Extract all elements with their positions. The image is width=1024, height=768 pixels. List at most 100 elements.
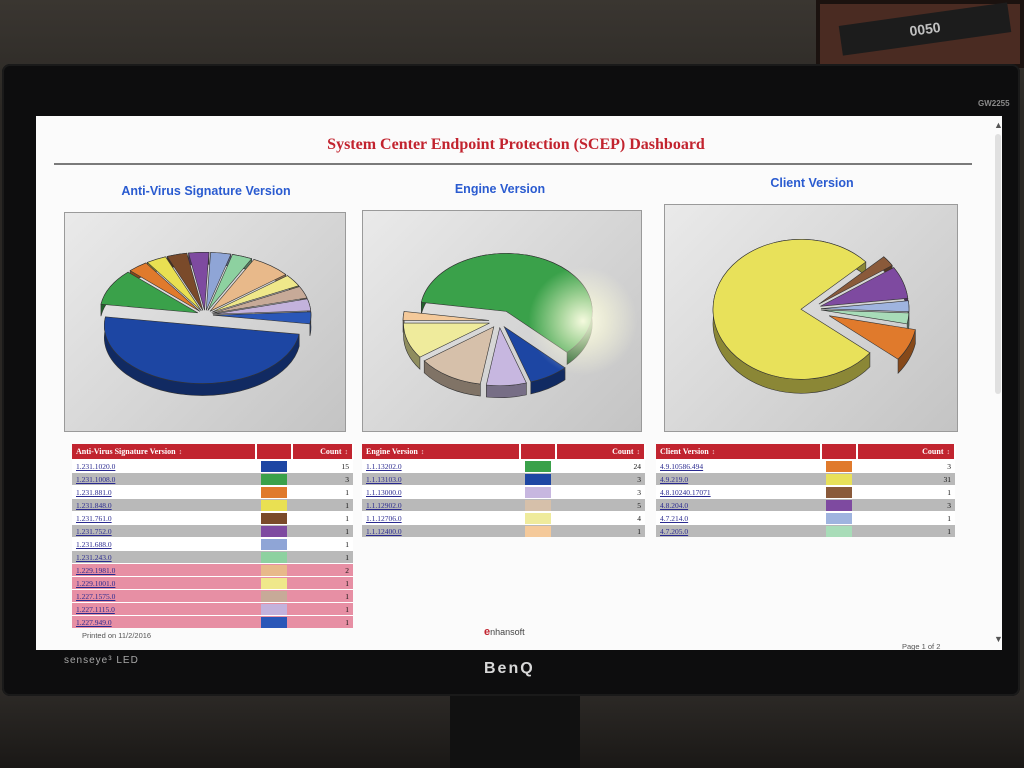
table-engine-version: Engine Version ↕ Count ↕ 1.1.13202.0 24 1.1.… bbox=[362, 444, 646, 537]
version-link[interactable]: 1.1.12706.0 bbox=[362, 511, 521, 525]
scroll-thumb[interactable] bbox=[995, 134, 1001, 394]
swatch-fill bbox=[261, 616, 288, 628]
pie-slice[interactable] bbox=[129, 262, 201, 312]
pie-slice[interactable] bbox=[209, 259, 287, 312]
th-version[interactable]: Engine Version ↕ bbox=[362, 444, 522, 460]
version-link[interactable]: 1.1.13202.0 bbox=[362, 459, 521, 473]
swatch-fill bbox=[261, 473, 288, 485]
table-client-version: Client Version ↕ Count ↕ 4.9.10586.494 3 4.9… bbox=[656, 444, 956, 537]
vertical-scrollbar[interactable]: ▲ ▼ bbox=[994, 120, 1002, 648]
version-link[interactable]: 4.7.205.0 bbox=[656, 524, 822, 537]
chart-title-client: Client Version bbox=[770, 176, 854, 190]
th-version[interactable]: Anti-Virus Signature Version ↕ bbox=[72, 444, 258, 460]
version-link[interactable]: 1.231.1008.0 bbox=[72, 472, 257, 486]
swatch-fill bbox=[826, 460, 853, 472]
pie-slice[interactable] bbox=[212, 298, 312, 315]
sort-icon[interactable]: ↕ bbox=[344, 448, 349, 456]
version-link[interactable]: 1.227.1115.0 bbox=[72, 602, 257, 616]
pie-chart-engine bbox=[402, 253, 593, 399]
printed-date: Printed on 11/2/2016 bbox=[82, 631, 152, 640]
table-row: 1.231.848.0 1 bbox=[72, 498, 353, 512]
pie-slice[interactable] bbox=[402, 311, 490, 321]
version-link[interactable]: 1.1.12400.0 bbox=[362, 524, 521, 537]
swatch-fill bbox=[525, 512, 552, 524]
swatch-fill bbox=[261, 551, 288, 563]
table-row: 4.9.10586.494 3 bbox=[656, 459, 955, 473]
th-version[interactable]: Client Version ↕ bbox=[656, 444, 823, 460]
version-link[interactable]: 1.231.848.0 bbox=[72, 498, 257, 512]
pie-slice[interactable] bbox=[403, 322, 490, 358]
pie-slice[interactable] bbox=[212, 311, 312, 325]
pie-slice[interactable] bbox=[188, 251, 210, 311]
pie-slice[interactable] bbox=[712, 239, 871, 380]
count-cell: 3 bbox=[292, 472, 353, 486]
color-swatch bbox=[256, 472, 293, 486]
monitor-stand bbox=[450, 690, 580, 768]
count-cell: 2 bbox=[292, 563, 353, 577]
count-cell: 1 bbox=[857, 511, 955, 525]
frame-text: 0050 bbox=[838, 2, 1012, 56]
pie-slice[interactable] bbox=[818, 256, 893, 305]
table-row: 1.1.13103.0 3 bbox=[362, 472, 645, 486]
color-swatch bbox=[520, 472, 557, 486]
swatch-fill bbox=[826, 525, 853, 537]
swatch-fill bbox=[261, 590, 288, 602]
count-cell: 1 bbox=[292, 537, 353, 551]
scroll-up-icon[interactable]: ▲ bbox=[994, 120, 1002, 130]
pie-slice[interactable] bbox=[820, 300, 910, 313]
pie-slice[interactable] bbox=[423, 326, 495, 385]
version-link[interactable]: 1.231.752.0 bbox=[72, 524, 257, 538]
version-link[interactable]: 1.231.881.0 bbox=[72, 485, 257, 499]
color-swatch bbox=[821, 459, 858, 473]
version-link[interactable]: 1.231.688.0 bbox=[72, 537, 257, 551]
table-row: 1.231.243.0 1 bbox=[72, 550, 353, 564]
version-link[interactable]: 4.8.204.0 bbox=[656, 498, 822, 512]
version-link[interactable]: 4.8.10240.17071 bbox=[656, 485, 822, 499]
pie-slice[interactable] bbox=[485, 326, 527, 387]
version-link[interactable]: 1.231.243.0 bbox=[72, 550, 257, 564]
sort-icon[interactable]: ↕ bbox=[711, 448, 716, 456]
version-link[interactable]: 1.229.1981.0 bbox=[72, 563, 257, 577]
pie-slice[interactable] bbox=[211, 275, 300, 313]
sort-icon[interactable]: ↕ bbox=[946, 448, 951, 456]
sort-icon[interactable]: ↕ bbox=[420, 448, 425, 456]
version-link[interactable]: 4.7.214.0 bbox=[656, 511, 822, 525]
version-link[interactable]: 1.231.761.0 bbox=[72, 511, 257, 525]
version-link[interactable]: 4.9.219.0 bbox=[656, 472, 822, 486]
table-row: 1.1.12400.0 1 bbox=[362, 524, 645, 537]
chart-title-av: Anti-Virus Signature Version bbox=[121, 184, 291, 198]
pie-slice[interactable] bbox=[166, 252, 204, 311]
color-swatch bbox=[520, 524, 557, 537]
version-link[interactable]: 1.229.1001.0 bbox=[72, 576, 257, 590]
table-row: 4.8.10240.17071 1 bbox=[656, 485, 955, 499]
th-count[interactable]: Count ↕ bbox=[857, 444, 956, 460]
wall-picture-frame: 0050 bbox=[816, 0, 1024, 68]
version-link[interactable]: 1.227.1575.0 bbox=[72, 589, 257, 603]
color-swatch bbox=[256, 576, 293, 590]
pie-slice[interactable] bbox=[207, 254, 253, 311]
sort-icon[interactable]: ↕ bbox=[178, 448, 183, 456]
sort-icon[interactable]: ↕ bbox=[636, 448, 641, 456]
color-swatch bbox=[256, 524, 293, 538]
pie-slice[interactable] bbox=[205, 252, 232, 311]
version-link[interactable]: 1.227.949.0 bbox=[72, 615, 257, 628]
pie-slice[interactable] bbox=[146, 256, 202, 312]
enhansoft-logo: enhansoft bbox=[484, 626, 525, 638]
pie-slice[interactable] bbox=[820, 267, 909, 307]
pie-slice[interactable] bbox=[212, 286, 308, 314]
version-link[interactable]: 1.1.12902.0 bbox=[362, 498, 521, 512]
pie-chart-av bbox=[100, 251, 312, 396]
version-link[interactable]: 1.1.13000.0 bbox=[362, 485, 521, 499]
version-link[interactable]: 1.1.13103.0 bbox=[362, 472, 521, 486]
pie-slice[interactable] bbox=[820, 309, 910, 325]
version-link[interactable]: 4.9.10586.494 bbox=[656, 459, 822, 473]
pie-slice[interactable] bbox=[828, 315, 916, 360]
swatch-fill bbox=[261, 512, 288, 524]
th-count[interactable]: Count ↕ bbox=[556, 444, 646, 460]
th-count[interactable]: Count ↕ bbox=[292, 444, 354, 460]
pie-slice[interactable] bbox=[100, 271, 198, 314]
monitor-brand-logo: BenQ bbox=[484, 660, 535, 677]
version-link[interactable]: 1.231.1020.0 bbox=[72, 459, 257, 473]
pie-slice[interactable] bbox=[104, 316, 300, 384]
scroll-down-icon[interactable]: ▼ bbox=[994, 634, 1002, 644]
